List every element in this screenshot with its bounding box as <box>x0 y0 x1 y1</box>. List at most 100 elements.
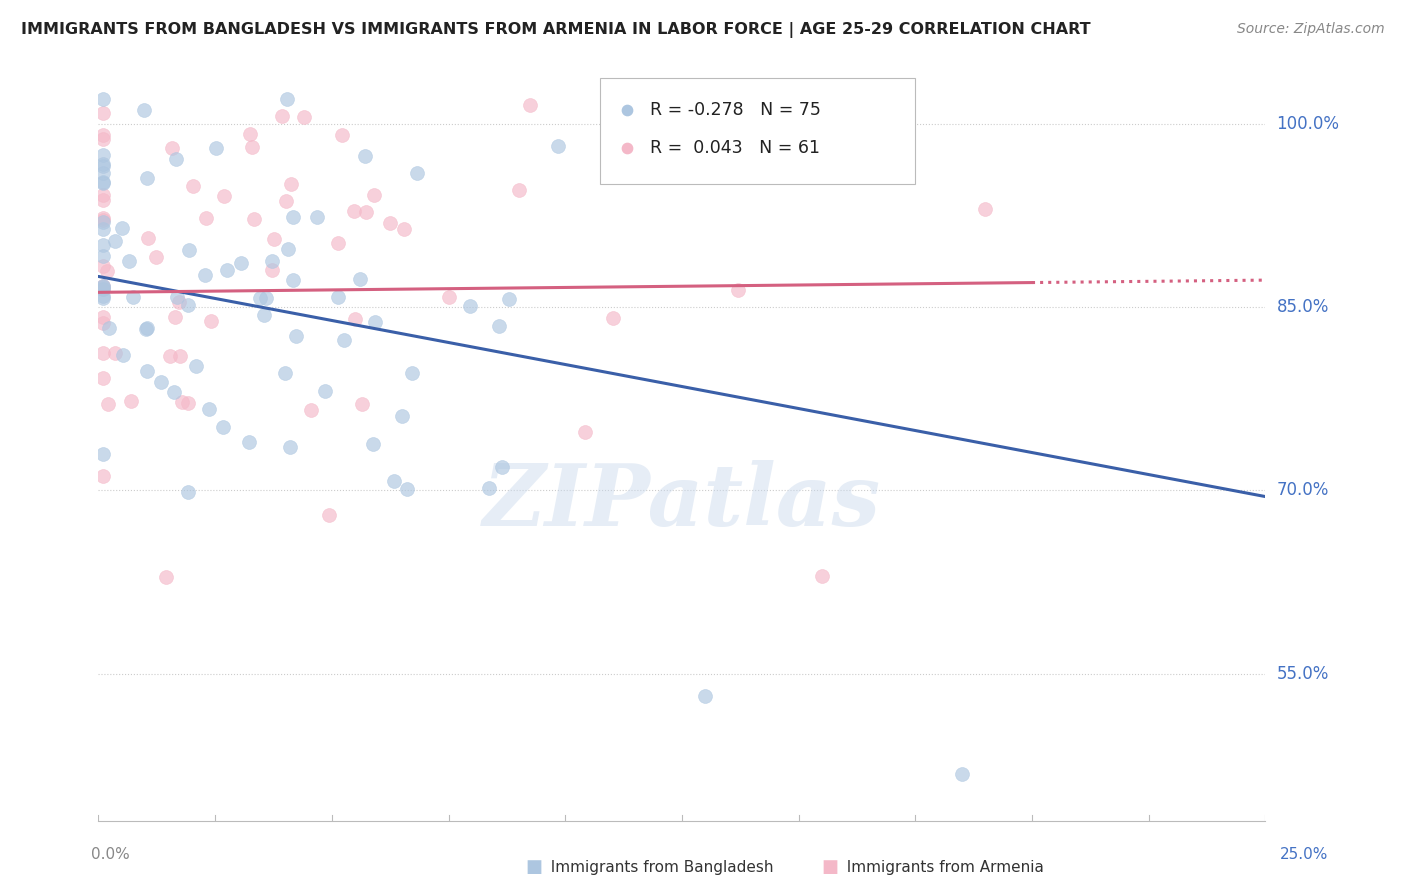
Point <box>159 350 181 364</box>
Point <box>343 204 366 219</box>
Point <box>136 364 159 378</box>
Point <box>326 290 349 304</box>
Point <box>602 311 624 326</box>
Point <box>301 403 323 417</box>
Point <box>326 235 349 250</box>
Point <box>91 148 114 162</box>
Point <box>361 436 384 450</box>
Point <box>91 249 114 263</box>
Point <box>401 367 423 381</box>
Point <box>333 333 356 347</box>
Point <box>458 299 481 313</box>
Point <box>91 92 114 106</box>
Point <box>134 103 156 117</box>
Point <box>243 212 266 227</box>
Point <box>240 140 263 154</box>
Point <box>194 268 217 283</box>
Point <box>439 290 461 304</box>
Point <box>574 425 596 439</box>
Point <box>91 211 114 225</box>
Point <box>163 310 186 324</box>
Point <box>91 282 114 296</box>
Text: 55.0%: 55.0% <box>1277 665 1329 683</box>
FancyBboxPatch shape <box>600 78 915 184</box>
Point <box>181 178 204 193</box>
Point <box>283 273 305 287</box>
Point <box>104 235 127 249</box>
Point <box>811 569 834 583</box>
Point <box>165 152 187 166</box>
Point <box>167 294 190 309</box>
Point <box>277 242 299 256</box>
Point <box>120 393 142 408</box>
Point <box>91 259 114 273</box>
Text: Immigrants from Bangladesh: Immigrants from Bangladesh <box>541 860 773 874</box>
Point <box>278 441 301 455</box>
Point <box>212 189 235 203</box>
Point <box>91 128 114 143</box>
Point <box>104 346 127 360</box>
Point <box>263 232 285 246</box>
Point <box>238 434 260 449</box>
Point <box>91 187 114 202</box>
Point <box>91 175 114 189</box>
Text: 85.0%: 85.0% <box>1277 298 1329 316</box>
Point <box>200 314 222 328</box>
Point <box>197 401 219 416</box>
Text: ■: ■ <box>821 858 838 876</box>
Point <box>271 109 294 123</box>
Point <box>292 110 315 124</box>
Point <box>96 264 118 278</box>
Point <box>135 170 157 185</box>
Point <box>91 288 114 302</box>
Point <box>378 216 401 230</box>
Point <box>391 409 413 423</box>
Point <box>488 318 510 333</box>
Point <box>274 366 297 380</box>
Point <box>91 279 114 293</box>
Point <box>91 346 114 360</box>
Text: Immigrants from Armenia: Immigrants from Armenia <box>837 860 1043 874</box>
Point <box>350 397 373 411</box>
Point <box>177 396 200 410</box>
Point <box>186 359 208 373</box>
Point <box>276 194 298 209</box>
Point <box>307 210 329 224</box>
Point <box>97 396 120 410</box>
Point <box>91 371 114 385</box>
Point <box>91 279 114 293</box>
Point <box>253 308 276 322</box>
Point <box>205 141 228 155</box>
Point <box>260 262 283 277</box>
Point <box>111 348 134 362</box>
Point <box>396 483 419 497</box>
Point <box>91 316 114 330</box>
Text: 100.0%: 100.0% <box>1277 114 1340 133</box>
Point <box>364 315 387 329</box>
Point <box>276 92 298 106</box>
Point <box>284 329 307 343</box>
Point <box>118 254 141 268</box>
Point <box>121 290 143 304</box>
Point <box>91 106 114 120</box>
Point <box>149 375 172 389</box>
Text: R = -0.278   N = 75: R = -0.278 N = 75 <box>651 101 821 120</box>
Point <box>405 166 427 180</box>
Text: ZIPatlas: ZIPatlas <box>482 460 882 544</box>
Text: 70.0%: 70.0% <box>1277 482 1329 500</box>
Point <box>229 256 252 270</box>
Point <box>91 166 114 180</box>
Point <box>91 469 114 483</box>
Point <box>695 689 717 703</box>
Point <box>354 149 377 163</box>
Point <box>283 210 305 224</box>
Point <box>91 176 114 190</box>
Point <box>280 177 302 191</box>
Point <box>91 159 114 173</box>
Point <box>91 291 114 305</box>
Point <box>508 183 530 197</box>
Point <box>498 292 520 306</box>
Point <box>145 251 167 265</box>
Point <box>249 291 271 305</box>
Point <box>91 280 114 294</box>
